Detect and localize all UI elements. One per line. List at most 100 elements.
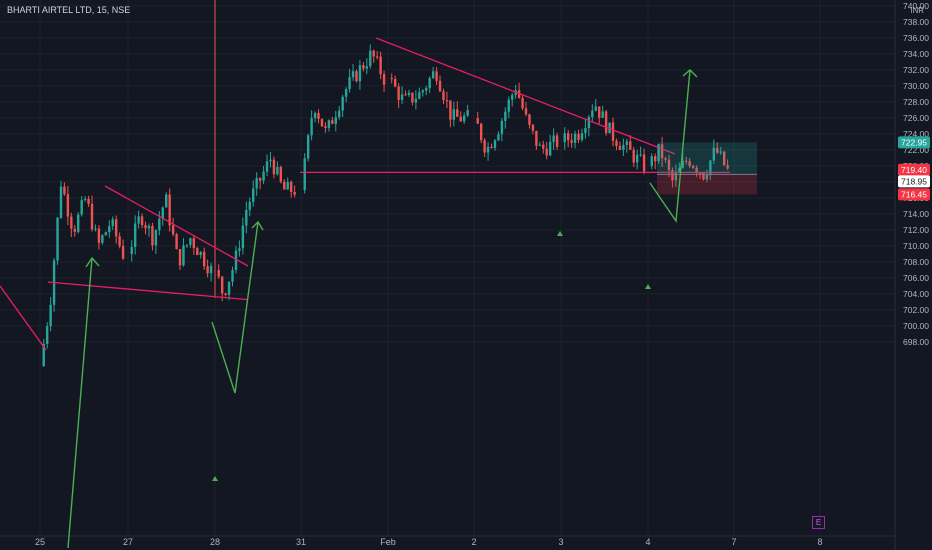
candle-body xyxy=(344,89,348,97)
price-badge xyxy=(898,163,930,176)
candle-body xyxy=(709,160,712,175)
candle-body xyxy=(217,270,220,277)
candle-body xyxy=(165,194,168,208)
candle-body xyxy=(688,161,691,166)
candle-body xyxy=(552,135,555,142)
stop-zone[interactable] xyxy=(657,174,757,195)
candle-body xyxy=(449,100,452,120)
candle-body xyxy=(286,181,289,190)
x-tick-label: 31 xyxy=(296,537,306,547)
candle-body xyxy=(587,117,591,129)
candle-body xyxy=(372,50,375,57)
arrow-head xyxy=(85,256,100,268)
candle-body xyxy=(317,112,320,119)
candle-body xyxy=(283,181,286,190)
candle-body xyxy=(594,106,597,111)
candle-body xyxy=(130,246,133,254)
candle-body xyxy=(611,122,615,141)
y-tick-label: 714.00 xyxy=(903,209,929,219)
candle-body xyxy=(691,165,695,168)
candle-body xyxy=(705,174,709,180)
candle-body xyxy=(121,245,125,259)
candle-body xyxy=(570,140,573,143)
candle-body xyxy=(528,114,531,125)
candle-body xyxy=(234,250,238,271)
candle-body xyxy=(114,219,118,237)
y-tick-label: 704.00 xyxy=(903,289,929,299)
candle-body xyxy=(598,106,601,118)
candle-body xyxy=(435,71,438,81)
price-badge xyxy=(898,175,930,188)
candle-body xyxy=(497,134,500,141)
x-tick-label: 27 xyxy=(123,537,133,547)
candle-body xyxy=(248,201,251,210)
y-tick-label: 726.00 xyxy=(903,113,929,123)
symbol-name: BHARTI AIRTEL LTD xyxy=(7,5,92,15)
candle-body xyxy=(442,91,445,101)
y-tick-label: 708.00 xyxy=(903,257,929,267)
candle-body xyxy=(622,144,625,150)
candle-body xyxy=(331,120,334,124)
candle-body xyxy=(362,65,365,69)
candle-body xyxy=(642,154,646,172)
candle-body xyxy=(545,148,548,156)
candle-body xyxy=(452,109,456,120)
price-badge-label: 719.40 xyxy=(901,165,927,175)
y-tick-label: 722.00 xyxy=(903,145,929,155)
candle-body xyxy=(199,251,202,256)
candle-body xyxy=(445,100,449,102)
candle-body xyxy=(348,77,351,90)
candle-body xyxy=(365,66,369,69)
candle-body xyxy=(404,94,407,96)
candle-body xyxy=(227,281,231,295)
candle-body xyxy=(262,171,265,181)
candle-body xyxy=(425,87,428,91)
y-tick-label: 702.00 xyxy=(903,305,929,315)
y-tick-label: 738.00 xyxy=(903,17,929,27)
candle-body xyxy=(563,133,566,142)
y-tick-label: 730.00 xyxy=(903,81,929,91)
candle-body xyxy=(196,248,199,256)
trendline-resistance xyxy=(104,185,249,267)
candle-body xyxy=(716,147,719,153)
candle-body xyxy=(147,225,151,229)
candle-body xyxy=(702,172,705,180)
candle-body xyxy=(438,80,442,92)
candle-body xyxy=(421,90,424,93)
candle-body xyxy=(719,151,722,153)
candle-body xyxy=(400,94,404,100)
target-zone[interactable] xyxy=(657,142,757,175)
candle-body xyxy=(479,123,483,141)
candle-body xyxy=(601,111,604,118)
candle-body xyxy=(695,167,698,173)
y-tick-label: 710.00 xyxy=(903,241,929,251)
candle-body xyxy=(511,94,514,100)
symbol-title: BHARTI AIRTEL LTD, 15, NSE xyxy=(7,5,131,15)
candle-body xyxy=(90,203,94,230)
candle-body xyxy=(555,135,559,147)
candle-body xyxy=(97,228,101,243)
candle-body xyxy=(101,235,104,243)
price-badge xyxy=(898,136,930,149)
candle-body xyxy=(369,50,372,67)
candle-body xyxy=(490,146,493,148)
candle-body xyxy=(358,65,362,82)
y-tick-label: 724.00 xyxy=(903,129,929,139)
projection-path xyxy=(649,69,691,223)
candle-body xyxy=(289,181,293,192)
candle-body xyxy=(276,166,279,175)
exchange-label: NSE xyxy=(111,5,131,15)
candle-body xyxy=(269,159,272,162)
candle-body xyxy=(171,225,175,235)
candle-body xyxy=(580,133,584,140)
candle-body xyxy=(462,115,466,122)
candle-body xyxy=(45,326,49,344)
candle-body xyxy=(566,133,570,141)
earnings-icon[interactable]: E xyxy=(812,516,825,529)
candle-body xyxy=(224,293,227,295)
candle-body xyxy=(209,265,213,274)
candle-body xyxy=(293,191,296,195)
candle-body xyxy=(650,156,653,166)
